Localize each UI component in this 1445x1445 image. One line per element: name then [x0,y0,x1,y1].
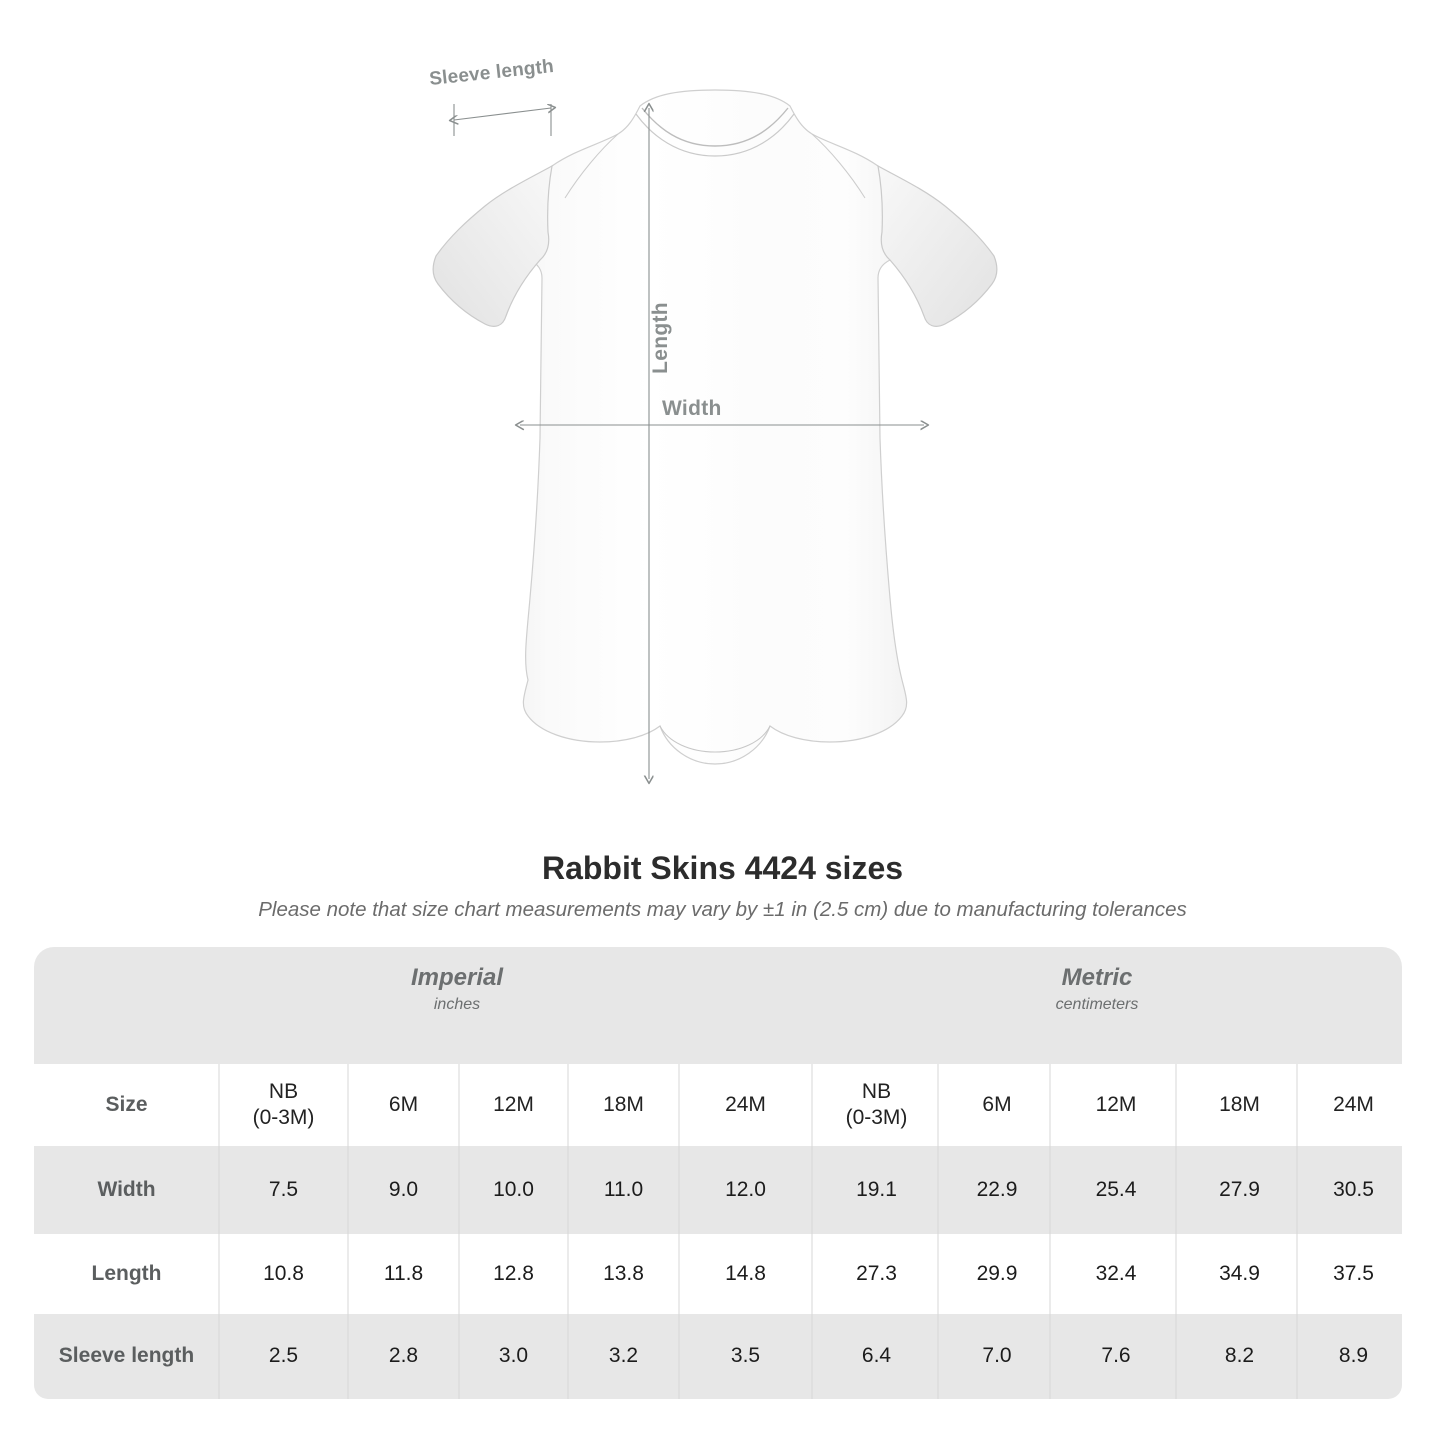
svg-text:Sleeve length: Sleeve length [428,56,555,90]
